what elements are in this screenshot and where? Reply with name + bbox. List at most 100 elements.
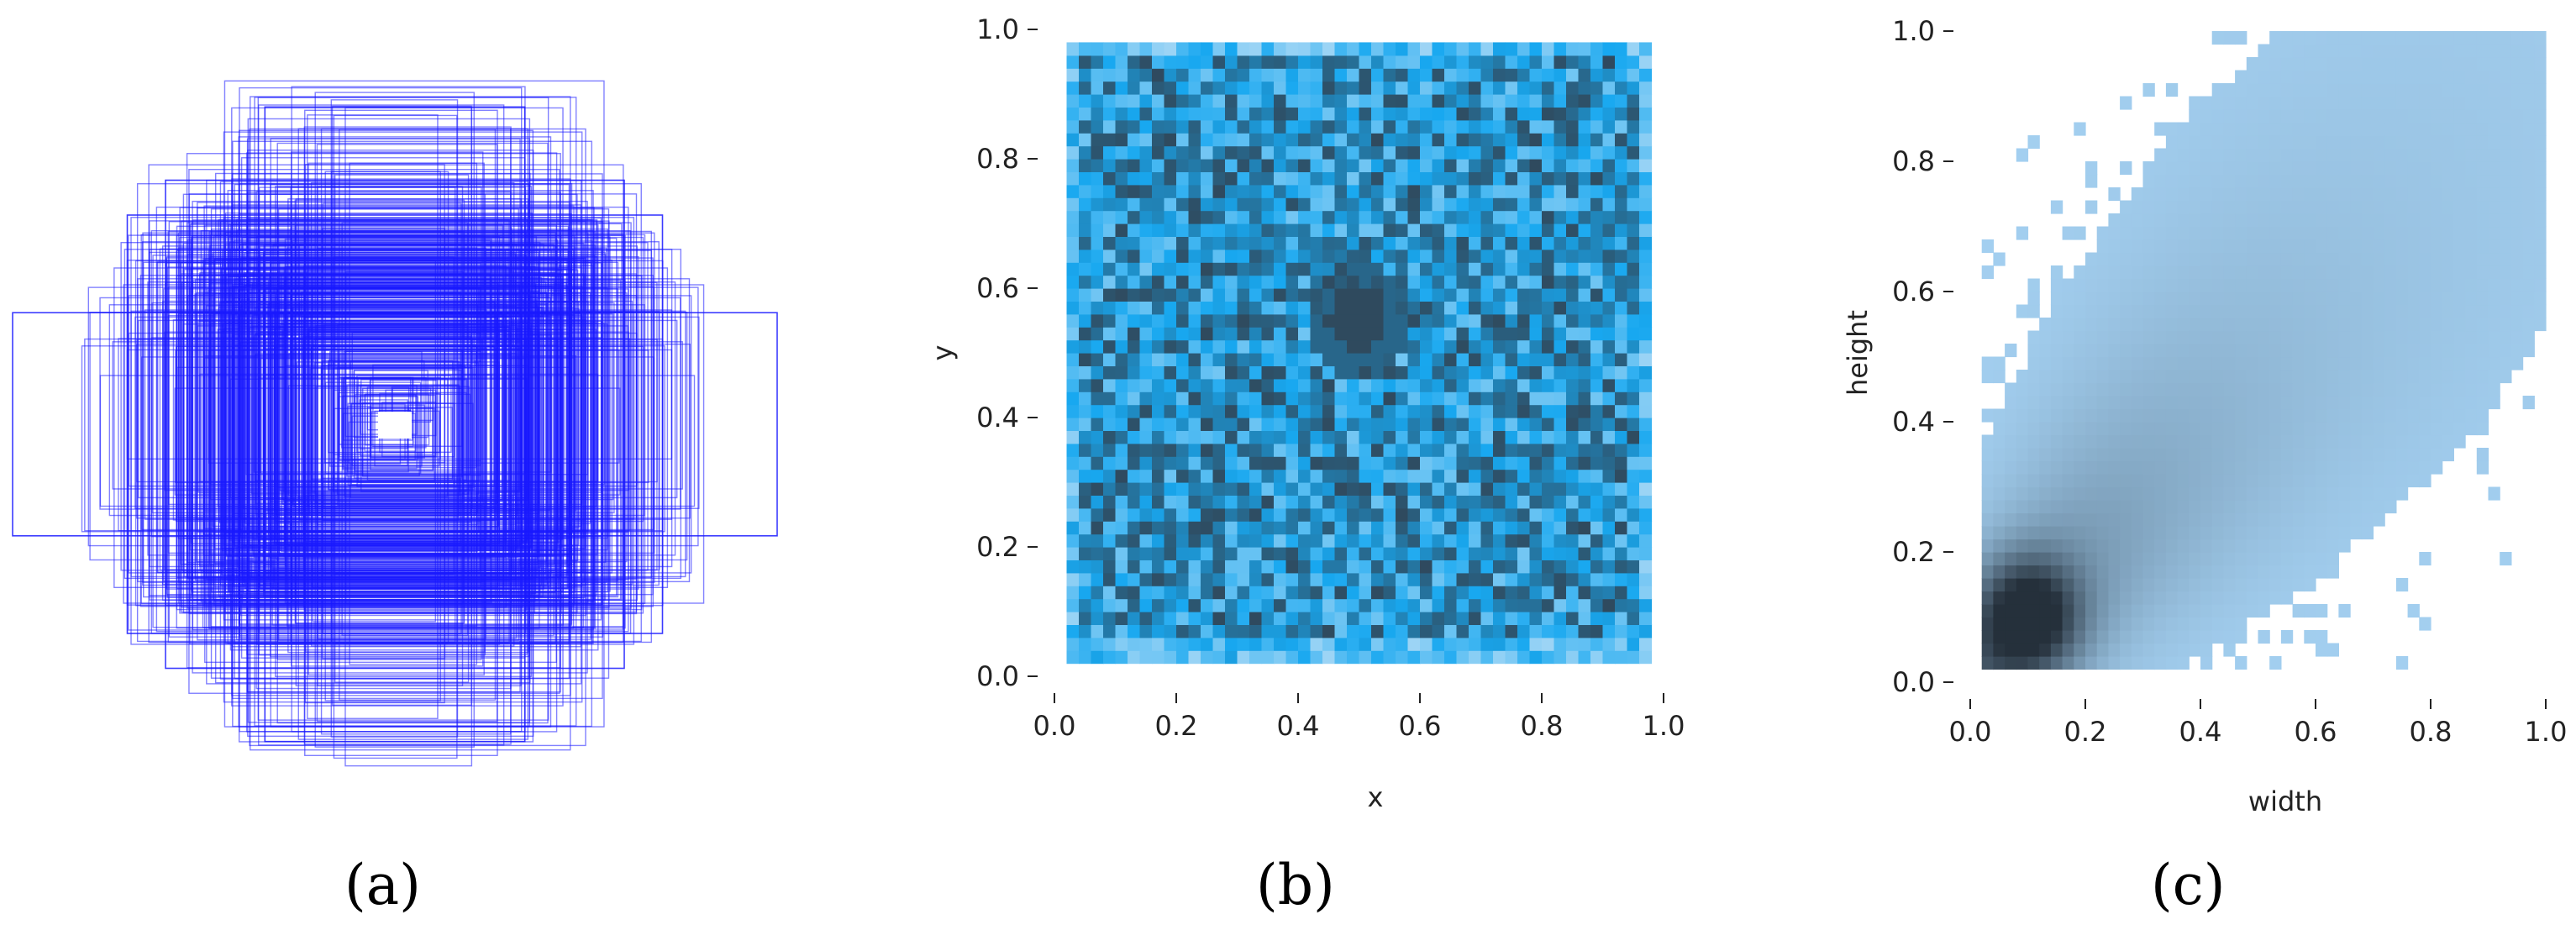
c-hist-cell xyxy=(2510,174,2524,188)
c-hist-cell xyxy=(2246,356,2259,370)
c-hist-cell xyxy=(2189,552,2201,566)
c-hist-cell xyxy=(1981,539,1994,553)
c-hist-cell xyxy=(2027,344,2040,358)
b-heat-cell xyxy=(1103,68,1117,82)
b-heat-cell xyxy=(1298,223,1312,237)
c-hist-cell xyxy=(2500,83,2512,97)
c-hist-cell xyxy=(2316,356,2328,370)
c-hist-cell xyxy=(2395,122,2409,136)
c-hist-cell xyxy=(2522,304,2535,318)
c-hist-cell xyxy=(2108,526,2121,540)
b-heat-cell xyxy=(1237,275,1250,289)
b-heat-cell xyxy=(1091,327,1104,341)
c-hist-cell xyxy=(2223,630,2236,644)
b-heat-cell xyxy=(1529,495,1543,509)
c-hist-cell xyxy=(2292,448,2305,462)
c-hist-cell xyxy=(2338,408,2351,423)
b-heat-cell xyxy=(1407,68,1421,82)
b-heat-cell xyxy=(1176,443,1190,457)
c-hist-cell xyxy=(2407,278,2420,292)
b-heat-cell xyxy=(1164,145,1177,160)
c-hist-cell xyxy=(2350,500,2363,514)
b-heat-cell xyxy=(1079,456,1092,470)
b-heat-cell xyxy=(1237,262,1250,276)
bounding-box xyxy=(370,407,434,470)
b-heat-cell xyxy=(1164,482,1177,496)
b-heat-cell xyxy=(1285,119,1299,134)
c-hist-cell xyxy=(2510,96,2524,110)
b-heat-cell xyxy=(1285,456,1299,470)
c-hist-cell xyxy=(2292,304,2305,318)
b-heat-cell xyxy=(1493,418,1506,431)
c-hist-cell xyxy=(2522,122,2535,136)
c-hist-cell xyxy=(2211,292,2224,306)
c-hist-cell xyxy=(2131,330,2144,344)
c-hist-cell xyxy=(2292,239,2305,254)
c-hist-cell xyxy=(2050,200,2063,214)
c-hist-cell xyxy=(2142,161,2155,176)
c-hist-cell xyxy=(2258,630,2270,644)
b-heat-cell xyxy=(1407,339,1421,354)
c-hist-cell xyxy=(2419,382,2431,397)
c-hist-cell xyxy=(2074,604,2086,618)
b-heat-cell xyxy=(1176,339,1190,354)
b-heat-cell xyxy=(1396,327,1409,341)
c-hist-cell xyxy=(2453,148,2466,162)
b-heat-cell xyxy=(1578,378,1591,392)
b-heat-cell xyxy=(1176,404,1190,418)
b-heat-cell xyxy=(1225,288,1238,302)
c-hist-cell xyxy=(2269,448,2282,462)
b-heat-cell xyxy=(1164,507,1177,522)
b-heat-cell xyxy=(1639,339,1653,354)
b-heat-cell xyxy=(1517,586,1531,600)
b-heat-cell xyxy=(1103,275,1117,289)
b-heat-cell xyxy=(1639,586,1653,600)
c-hist-cell xyxy=(2419,278,2431,292)
b-heat-cell xyxy=(1274,443,1287,457)
b-heat-cell xyxy=(1225,133,1238,147)
c-hist-cell xyxy=(2246,122,2259,136)
b-heat-cell xyxy=(1201,598,1214,612)
c-hist-cell xyxy=(2235,630,2247,644)
b-heat-cell xyxy=(1261,55,1275,69)
c-hist-cell xyxy=(2510,292,2524,306)
b-heat-cell xyxy=(1493,210,1506,224)
c-hist-cell xyxy=(2246,57,2259,71)
c-hist-cell xyxy=(2142,344,2155,358)
b-heat-cell xyxy=(1359,68,1372,82)
c-hist-cell xyxy=(2211,370,2224,384)
b-heat-cell xyxy=(1310,145,1323,160)
b-heat-cell xyxy=(1615,560,1628,574)
b-heat-cell xyxy=(1261,533,1275,548)
c-hist-cell xyxy=(2465,330,2478,344)
b-heat-cell xyxy=(1578,184,1591,198)
b-heat-cell xyxy=(1566,598,1580,612)
b-heat-cell xyxy=(1639,262,1653,276)
c-hist-cell xyxy=(2534,122,2547,136)
b-heat-cell xyxy=(1493,572,1506,586)
c-hist-cell xyxy=(2258,344,2270,358)
b-heat-cell xyxy=(1420,313,1433,328)
b-heat-cell xyxy=(1542,353,1555,366)
c-hist-cell xyxy=(2292,109,2305,123)
b-heat-cell xyxy=(1115,418,1128,431)
c-hist-cell xyxy=(2223,591,2236,605)
c-hist-cell xyxy=(2316,460,2328,475)
c-hist-cell xyxy=(2120,474,2132,488)
b-heat-cell xyxy=(1602,288,1616,302)
c-hist-cell xyxy=(2005,408,2017,423)
b-heat-cell xyxy=(1103,637,1117,651)
c-hist-cell xyxy=(2200,408,2213,423)
c-hist-cell xyxy=(2235,382,2247,397)
b-heat-cell xyxy=(1444,133,1458,147)
c-hist-cell xyxy=(2211,500,2224,514)
b-heat-cell xyxy=(1615,430,1628,444)
b-heat-cell xyxy=(1091,586,1104,600)
b-heat-cell xyxy=(1285,313,1299,328)
b-heat-cell xyxy=(1152,171,1165,186)
b-heat-cell xyxy=(1164,288,1177,302)
c-hist-cell xyxy=(2085,500,2098,514)
c-hist-cell xyxy=(2189,434,2201,449)
c-hist-cell xyxy=(2292,526,2305,540)
c-hist-cell xyxy=(2027,330,2040,344)
